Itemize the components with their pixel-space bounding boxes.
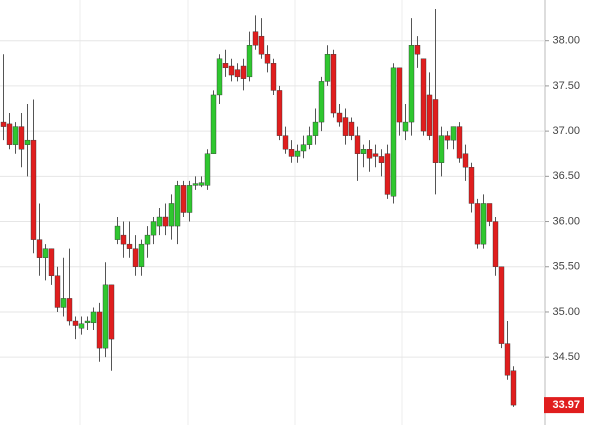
last-price-label: 33.97 <box>552 399 580 411</box>
y-tick-label: 35.50 <box>552 261 580 273</box>
candle-body <box>222 63 229 69</box>
candle-body <box>312 121 319 136</box>
candle-body <box>372 153 379 157</box>
candle-body <box>66 298 73 322</box>
candle-body <box>120 234 127 245</box>
candle-body <box>324 54 331 82</box>
candle-body <box>282 135 289 150</box>
candle-body <box>420 58 427 132</box>
candle-body <box>12 126 19 145</box>
candle-body <box>90 311 97 324</box>
candle-body <box>6 123 13 145</box>
candle-body <box>480 203 487 245</box>
candle-body <box>408 45 415 123</box>
candle-body <box>300 144 307 152</box>
candle-body <box>138 243 145 267</box>
candle-body <box>510 370 517 406</box>
candle-body <box>192 183 199 186</box>
candle-body <box>354 135 361 154</box>
candle-body <box>228 65 235 76</box>
candle-body <box>264 54 271 64</box>
candle-body <box>60 298 67 308</box>
candle-body <box>336 112 343 123</box>
candle-body <box>54 275 61 308</box>
candle-body <box>30 139 37 240</box>
candle-body <box>270 63 277 91</box>
candle-body <box>48 248 55 276</box>
candle-body <box>78 323 85 329</box>
candle-body <box>180 185 187 213</box>
candle-body <box>246 45 253 78</box>
candle-body <box>330 54 337 114</box>
candle-body <box>474 203 481 245</box>
candle-body <box>438 135 445 163</box>
candle-body <box>288 149 295 157</box>
candle-body <box>240 65 247 79</box>
candle-body <box>198 182 205 186</box>
y-tick-label: 35.00 <box>552 306 580 318</box>
candle-body <box>432 99 439 163</box>
y-tick-label: 36.00 <box>552 215 580 227</box>
candle-body <box>450 126 457 141</box>
candle-body <box>342 117 349 136</box>
candle-body <box>384 153 391 195</box>
candle-body <box>504 343 511 376</box>
candle-body <box>366 149 373 159</box>
candle-body <box>156 216 163 227</box>
candle-body <box>390 67 397 197</box>
candle-body <box>72 320 79 326</box>
candle-body <box>276 90 283 136</box>
candle-body <box>102 284 109 349</box>
candle-body <box>444 135 451 141</box>
candle-body <box>204 153 211 186</box>
last-price-box <box>544 397 584 414</box>
candle-body <box>456 126 463 159</box>
candle-body <box>18 126 25 150</box>
candle-body <box>234 69 241 78</box>
y-tick-label: 37.50 <box>552 80 580 92</box>
y-tick-label: 34.50 <box>552 351 580 363</box>
candle-body <box>396 67 403 123</box>
candle-body <box>360 149 367 154</box>
candle-body <box>210 94 217 154</box>
candle-body <box>252 31 259 46</box>
candle-body <box>84 320 91 324</box>
candle-body <box>96 311 103 349</box>
candle-body <box>318 81 325 123</box>
candle-body <box>258 35 265 55</box>
candle-body <box>36 239 43 258</box>
candle-body <box>306 135 313 145</box>
y-tick-label: 37.00 <box>552 125 580 137</box>
candle-body <box>348 121 355 136</box>
candle-body <box>108 284 115 340</box>
candle-body <box>378 156 385 163</box>
candle-body <box>42 248 49 258</box>
candle-body <box>168 203 175 227</box>
candle-body <box>426 94 433 136</box>
candle-body <box>162 216 169 227</box>
candle-body <box>498 266 505 344</box>
candle-body <box>174 185 181 227</box>
candle-body <box>216 58 223 96</box>
candle-body <box>462 153 469 168</box>
candle-body <box>492 221 499 267</box>
candle-body <box>114 225 121 240</box>
candle-body <box>486 203 493 222</box>
y-tick-label: 36.50 <box>552 170 580 182</box>
candle-body <box>402 121 409 132</box>
candle-body <box>132 248 139 267</box>
y-tick-label: 38.00 <box>552 35 580 47</box>
candle-body <box>144 234 151 245</box>
candle-body <box>24 139 31 145</box>
candle-body <box>468 167 475 204</box>
candle-body <box>294 150 301 157</box>
candle-body <box>414 45 421 55</box>
candle-body <box>186 185 193 213</box>
candle-body <box>126 243 133 249</box>
candle-body <box>0 121 7 127</box>
candle-body <box>150 221 157 236</box>
